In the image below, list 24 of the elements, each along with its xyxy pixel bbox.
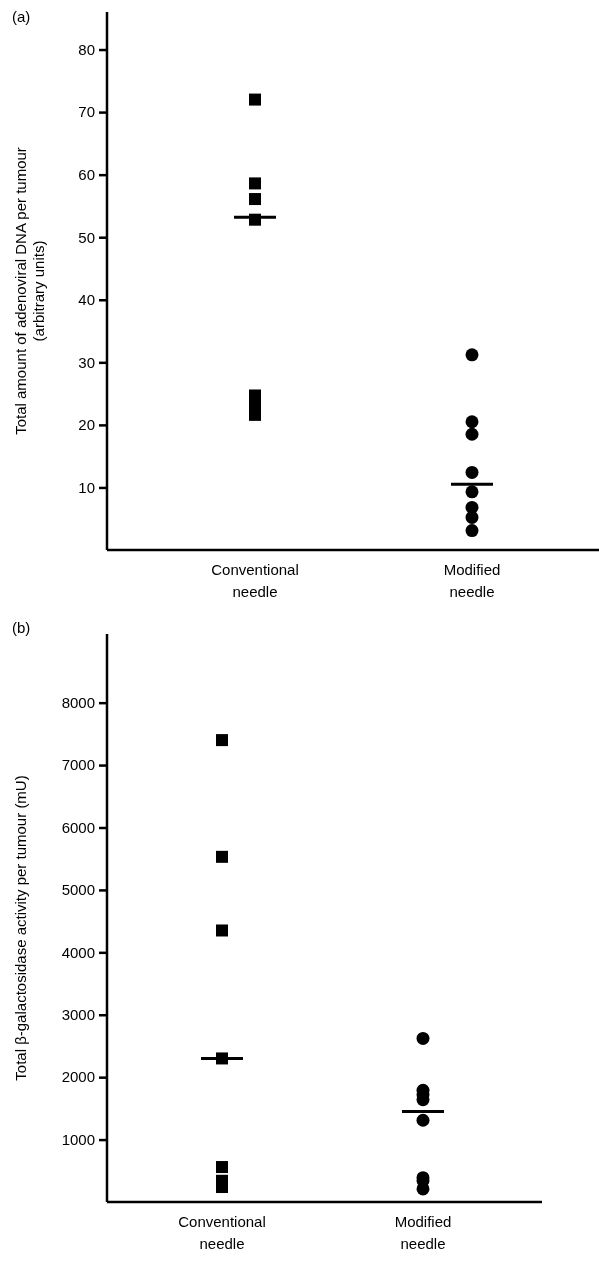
y-tick-label: 60 <box>78 165 95 183</box>
y-tick-label: 30 <box>78 353 95 371</box>
y-axis-title: Total β-galactosidase activity per tumour (mU) <box>12 775 29 1081</box>
y-tick-label: 5000 <box>61 881 95 899</box>
y-tick-label: 3000 <box>61 1006 95 1024</box>
chart-title: (b) <box>12 619 31 636</box>
y-axis-title: Total amount of adenoviral DNA per tumour (arbitrary units) <box>12 147 47 435</box>
x-tick-label: Modified needle <box>394 1213 452 1252</box>
y-tick-label: 1000 <box>61 1130 95 1148</box>
y-tick-label: 6000 <box>61 818 95 836</box>
y-tick-label: 80 <box>78 40 95 58</box>
y-tick-label: 70 <box>78 103 95 121</box>
x-tick-label: Conventional needle <box>211 561 299 600</box>
y-tick-label: 40 <box>78 291 95 309</box>
x-tick-label: Conventional needle <box>178 1213 266 1252</box>
y-tick-label: 2000 <box>61 1068 95 1086</box>
x-tick-label: Modified needle <box>443 561 501 600</box>
y-tick-label: 7000 <box>61 756 95 774</box>
y-tick-label: 8000 <box>61 693 95 711</box>
y-tick-label: 50 <box>78 228 95 246</box>
chart-title: (a) <box>12 8 31 25</box>
y-tick-label: 4000 <box>61 943 95 961</box>
y-tick-label: 10 <box>78 478 95 496</box>
y-tick-label: 20 <box>78 416 95 434</box>
